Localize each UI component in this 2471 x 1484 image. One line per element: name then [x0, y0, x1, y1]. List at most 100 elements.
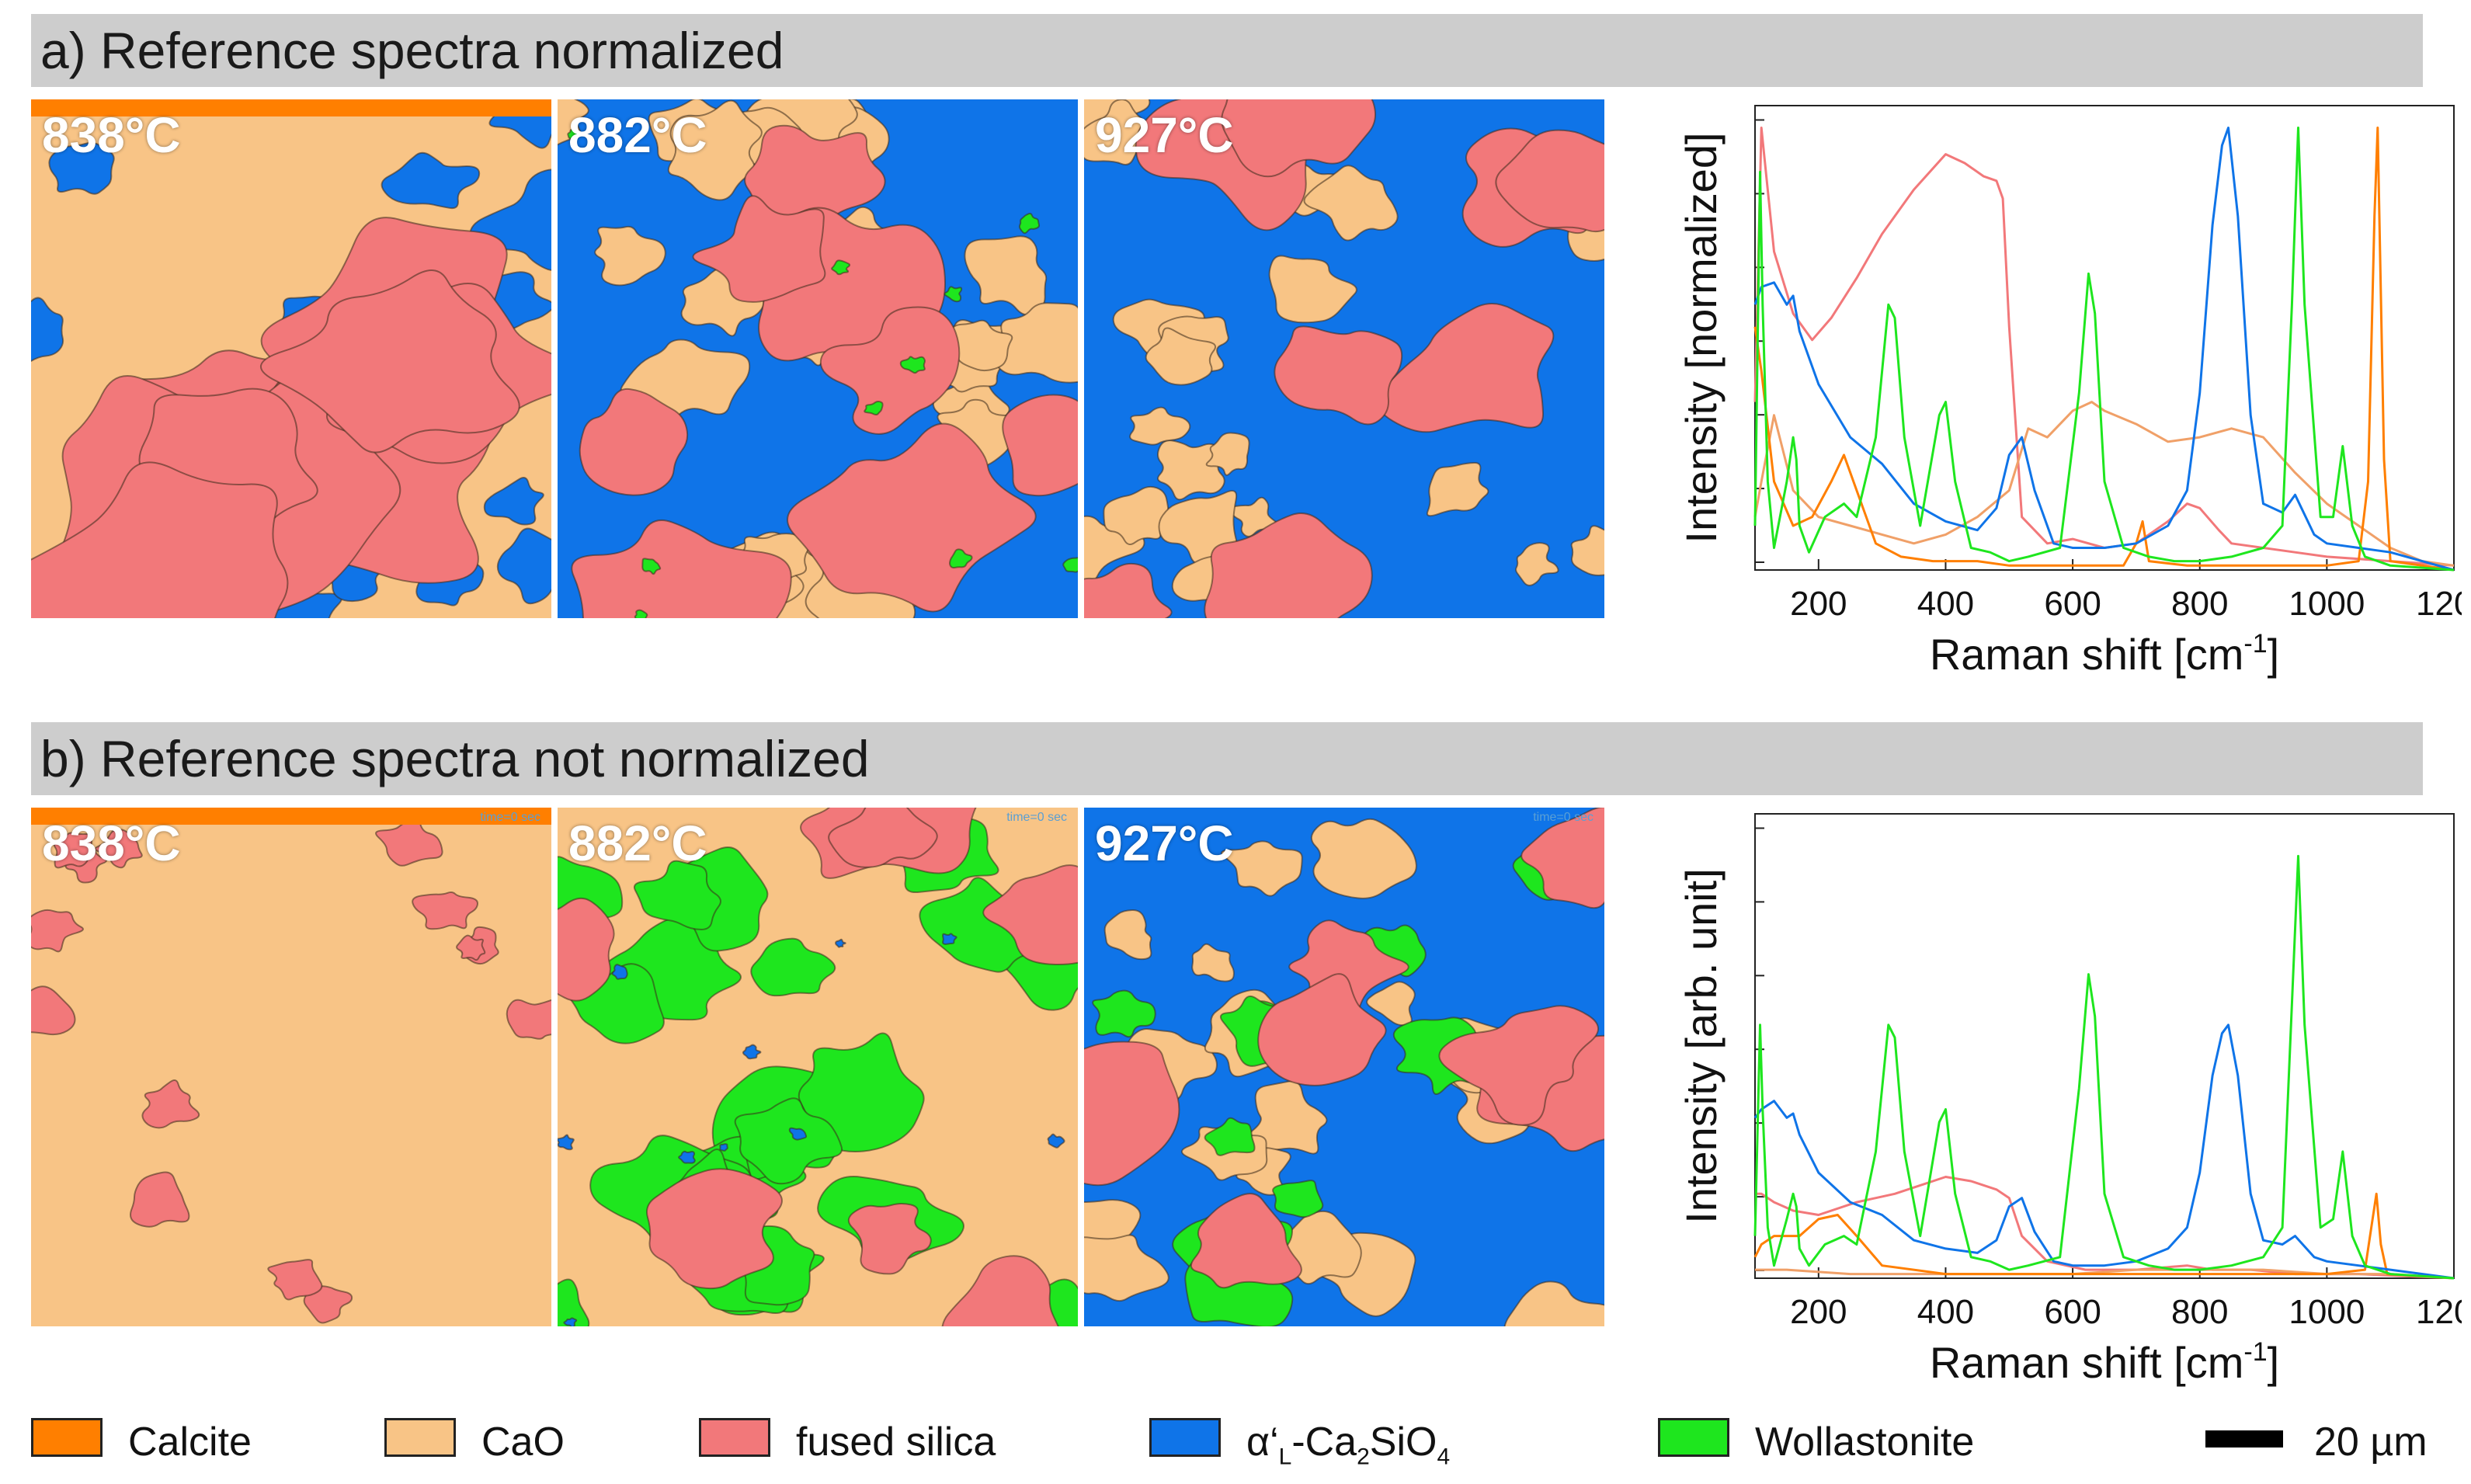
raman-map-b-882: 882°C time=0 sec [558, 808, 1078, 1326]
phase-region-woll [1092, 989, 1156, 1038]
phase-region-ca2sio4 [742, 1044, 762, 1060]
phase-region-cao [1570, 525, 1604, 576]
phase-region-silica [31, 461, 289, 618]
phase-region-woll [633, 860, 721, 930]
timestamp-label: time=0 sec [1533, 811, 1593, 824]
phase-region-silica [819, 306, 961, 435]
spectrum-line-3 [1753, 1024, 2455, 1280]
phase-region-woll [1062, 557, 1078, 573]
phase-region-ca2sio4 [496, 527, 551, 605]
legend-swatch [384, 1418, 456, 1457]
spectra-chart-a: 200 400 600 800 1000 1200 Raman shift [cm-1] In… [1654, 92, 2471, 705]
temperature-label: 882°C [568, 107, 707, 163]
phase-region-silica [571, 519, 792, 618]
phase-region-silica [31, 985, 76, 1036]
phase-region-silica [267, 1259, 323, 1301]
plot-frame [1754, 813, 2455, 1279]
phase-region-woll [899, 356, 926, 374]
phase-region-silica [787, 422, 1037, 613]
phase-region-silica [847, 1202, 932, 1275]
spectrum-line-2 [1753, 127, 2455, 572]
phase-region-ca2sio4 [678, 1150, 696, 1164]
x-tick-label: 800 [2171, 1293, 2228, 1331]
raman-map-b-927: 927°C time=0 sec [1084, 808, 1604, 1326]
phase-region-woll [750, 937, 836, 997]
phase-region-ca2sio4 [788, 1127, 808, 1141]
phase-region-ca2sio4 [942, 933, 957, 945]
phase-region-woll [1272, 1180, 1324, 1218]
phase-region-cao [1221, 840, 1303, 897]
x-tick-label: 1000 [2289, 1293, 2365, 1331]
phase-region-cao [1268, 255, 1357, 324]
phase-region-cao [1191, 943, 1235, 982]
phase-region-silica [1190, 1193, 1302, 1289]
phase-region-ca2sio4 [563, 1317, 578, 1326]
legend-label: CaO [481, 1420, 565, 1465]
raman-map-a-882: 882°C [558, 99, 1078, 618]
phase-region-silica [1520, 808, 1604, 909]
phase-region-woll [558, 1278, 590, 1326]
x-tick-label: 400 [1917, 585, 1974, 623]
phase-region-cao [1103, 909, 1152, 961]
legend-swatch [31, 1418, 103, 1457]
phase-region-cao [1426, 461, 1489, 517]
raman-map-b-838: 838°C time=0 sec [31, 808, 551, 1326]
phase-region-silica [982, 864, 1078, 966]
spectrum-line-4 [1753, 854, 2455, 1280]
phase-region-woll [949, 548, 973, 569]
legend-swatch [699, 1418, 770, 1457]
spectrum-line-1 [1755, 1268, 2455, 1280]
section-header-b: b) Reference spectra not normalized [31, 722, 2423, 795]
phase-region-ca2sio4 [558, 1134, 575, 1151]
phase-region-silica [1002, 394, 1078, 497]
phase-region-silica [1438, 1005, 1600, 1126]
phase-region-cao [1129, 406, 1191, 446]
phase-region-silica [141, 1079, 200, 1129]
phase-region-silica [506, 999, 551, 1040]
temperature-label: 838°C [42, 107, 181, 163]
phase-region-silica [94, 828, 143, 869]
phase-region-ca2sio4 [31, 297, 64, 363]
phase-region-cao [1515, 542, 1559, 586]
phase-region-silica [303, 1285, 353, 1324]
x-tick-label: 1200 [2416, 1293, 2462, 1331]
phase-region-silica [645, 1168, 783, 1290]
phase-region-ca2sio4 [483, 477, 544, 526]
timestamp-label: time=0 sec [1006, 811, 1067, 824]
phase-region-ca2sio4 [48, 141, 115, 195]
phase-region-cao [558, 99, 589, 146]
x-tick-label: 200 [1790, 585, 1847, 623]
phase-region-cao [1103, 485, 1169, 546]
timestamp-label: time=0 sec [480, 811, 540, 824]
phase-region-cao [1084, 1234, 1169, 1302]
phase-region-woll [1018, 213, 1041, 235]
scale-bar-label: 20 µm [2314, 1420, 2428, 1465]
legend-label: Calcite [128, 1420, 252, 1465]
phase-region-cao [964, 235, 1048, 316]
phase-region-cao [1310, 818, 1417, 899]
phase-region-silica [828, 808, 938, 868]
phase-region-silica [456, 934, 486, 961]
phase-region-cao [1205, 432, 1250, 476]
x-tick-label: 1200 [2416, 585, 2462, 623]
phase-region-woll [567, 127, 580, 140]
phase-region-cao [1145, 327, 1216, 386]
phase-region-silica [1257, 973, 1387, 1086]
phase-region-cao [1503, 1281, 1604, 1326]
section-header-a: a) Reference spectra normalized [31, 14, 2423, 87]
phase-region-silica [1084, 1041, 1180, 1187]
temperature-label: 927°C [1095, 815, 1234, 871]
phase-region-silica [692, 195, 826, 303]
phase-region-silica [130, 1171, 190, 1228]
legend-label: fused silica [796, 1420, 996, 1465]
phase-region-ca2sio4 [719, 1143, 728, 1152]
phase-region-silica [31, 909, 84, 953]
raman-map-a-927: 927°C [1084, 99, 1604, 618]
x-tick-label: 1000 [2289, 585, 2365, 623]
spectra-chart-b: 200 400 600 800 1000 1200 Raman shift [cm-1] In… [1654, 800, 2471, 1413]
phase-region-silica [579, 388, 689, 496]
phase-region-woll [641, 558, 662, 575]
phase-region-silica [260, 269, 520, 454]
legend-label-ca2sio4: α‘L-Ca2SiO4 [1246, 1420, 1451, 1470]
phase-region-cao [667, 99, 763, 201]
